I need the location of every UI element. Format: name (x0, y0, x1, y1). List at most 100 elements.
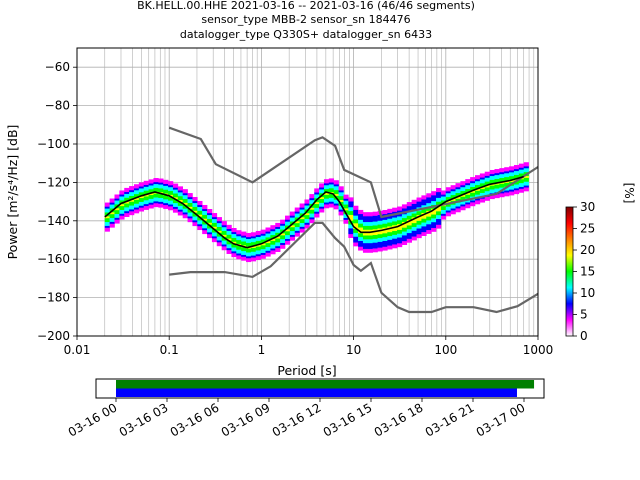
heatmap-cell (231, 254, 237, 258)
heatmap-cell (362, 217, 369, 221)
heatmap-cell (494, 180, 500, 183)
heatmap-cell (362, 229, 369, 232)
heatmap-cell (270, 248, 276, 251)
heatmap-cell (294, 234, 300, 237)
heatmap-cell (236, 249, 242, 252)
heatmap-cell (153, 185, 159, 188)
heatmap-cell (163, 199, 169, 202)
heatmap-cell (387, 239, 393, 242)
heatmap-cell (445, 210, 451, 213)
heatmap-cell (358, 225, 364, 228)
heatmap-cell (348, 203, 354, 206)
heatmap-cell (163, 185, 169, 188)
heatmap-cell (513, 165, 520, 168)
heatmap-cell (289, 225, 296, 228)
heatmap-cell (275, 240, 281, 243)
heatmap-cell (455, 196, 461, 199)
heatmap-cell (236, 241, 242, 244)
heatmap-cell (104, 216, 110, 219)
heatmap-cell (280, 238, 286, 242)
heatmap-cell (479, 179, 486, 182)
heatmap-cell (470, 179, 476, 182)
heatmap-cell (182, 212, 188, 215)
heatmap-cell (246, 256, 252, 259)
heatmap-cell (114, 215, 120, 218)
heatmap-cell (338, 188, 344, 191)
heatmap-cell (114, 200, 120, 203)
heatmap-cell (236, 235, 242, 239)
heatmap-cell (406, 221, 412, 224)
heatmap-cell (377, 231, 383, 235)
heatmap-cell (513, 168, 520, 172)
heatmap-cell (387, 237, 393, 240)
heatmap-cell (129, 203, 135, 206)
heatmap-cell (124, 201, 130, 204)
heatmap-cell (377, 245, 383, 248)
heatmap-cell (119, 215, 125, 218)
heatmap-cell (338, 193, 344, 197)
heatmap-cell (255, 246, 261, 249)
heatmap-cell (455, 183, 461, 186)
heatmap-cell (323, 179, 330, 182)
heatmap-cell (470, 203, 476, 207)
heatmap-cell (431, 210, 437, 213)
heatmap-cell (172, 204, 179, 207)
heatmap-cell (187, 218, 193, 221)
heatmap-cell (440, 190, 447, 193)
heatmap-cell (226, 249, 232, 253)
heatmap-cell (421, 233, 427, 236)
heatmap-cell (250, 238, 257, 241)
heatmap-cell (124, 210, 130, 214)
heatmap-cell (455, 188, 461, 192)
heatmap-cell (431, 225, 437, 228)
heatmap-cell (382, 234, 388, 238)
heatmap-cell (401, 235, 408, 238)
heatmap-cell (411, 211, 417, 214)
heatmap-cell (465, 196, 471, 199)
heatmap-cell (143, 180, 149, 184)
heatmap-cell (328, 182, 335, 185)
heatmap-cell (353, 217, 359, 220)
heatmap-cell (314, 207, 320, 210)
heatmap-cell (294, 209, 300, 212)
heatmap-cell (192, 200, 198, 204)
heatmap-cell (362, 242, 369, 246)
heatmap-cell (143, 199, 149, 203)
heatmap-cell (280, 235, 286, 238)
heatmap-cell (426, 212, 432, 215)
heatmap-cell (504, 172, 510, 176)
heatmap-cell (109, 213, 115, 217)
heatmap-cell (216, 219, 222, 222)
heatmap-cell (470, 192, 476, 195)
heatmap-cell (406, 228, 412, 232)
heatmap-cell (163, 200, 169, 204)
heatmap-cell (475, 202, 481, 205)
heatmap-cell (211, 230, 218, 233)
heatmap-cell (348, 235, 354, 238)
heatmap-cell (309, 196, 315, 199)
heatmap-cell (221, 238, 227, 241)
heatmap-cell (426, 231, 432, 234)
heatmap-cell (509, 189, 515, 192)
heatmap-cell (426, 218, 432, 221)
heatmap-cell (504, 169, 510, 172)
heatmap-cell (494, 184, 500, 187)
heatmap-cell (367, 221, 373, 224)
heatmap-cell (387, 243, 393, 246)
heatmap-cell (124, 212, 130, 216)
heatmap-cell (289, 228, 296, 232)
heatmap-cell (255, 253, 261, 257)
heatmap-cell (309, 220, 315, 224)
heatmap-cell (299, 218, 305, 222)
heatmap-cell (348, 205, 354, 208)
heatmap-cell (401, 223, 408, 226)
heatmap-cell (148, 190, 154, 194)
heatmap-cell (309, 201, 315, 204)
heatmap-cell (216, 230, 222, 233)
heatmap-cell (377, 224, 383, 227)
heatmap-cell (182, 192, 188, 196)
heatmap-cell (265, 233, 271, 236)
heatmap-cell (294, 222, 300, 226)
heatmap-cell (294, 228, 300, 231)
heatmap-cell (523, 183, 529, 186)
